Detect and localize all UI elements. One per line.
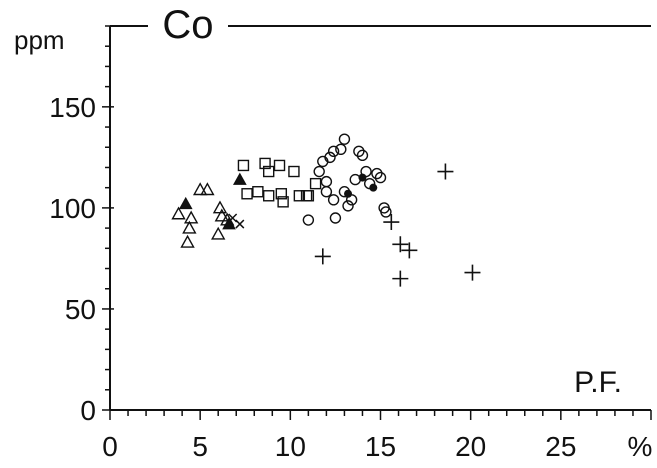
circle-open-point (353, 145, 365, 158)
square-open-point (252, 186, 264, 198)
triangle-open-point (214, 208, 229, 222)
triangle-open-point (180, 234, 195, 248)
square-open-point (277, 196, 289, 208)
x-axis-unit: % (628, 431, 653, 462)
x-tick-label: 10 (275, 431, 306, 462)
circle-open-point (327, 145, 340, 158)
circle-open-point (329, 212, 342, 224)
data-points (171, 133, 481, 287)
y-tick-label: 100 (49, 193, 96, 224)
square-open-point (300, 190, 313, 202)
axes: 0 5 10 15 20 25 0 50 100 150 (49, 25, 652, 462)
x-tick-label: 0 (102, 431, 118, 462)
triangle-open-point (171, 206, 186, 220)
square-open-point (241, 188, 253, 200)
triangle-filled-point (232, 172, 247, 185)
plus-point (401, 242, 418, 259)
x-tick-label: 25 (545, 431, 576, 462)
chart-labels: Co ppm P.F. % (14, 3, 652, 462)
circle-filled-point (358, 173, 367, 182)
square-open-point (262, 165, 275, 178)
triangle-open-point (182, 220, 197, 234)
plus-point (464, 264, 481, 281)
circle-open-point (324, 151, 336, 164)
circle-open-point (327, 194, 340, 206)
square-open-point (293, 190, 306, 202)
plus-point (314, 248, 331, 265)
plus-point (437, 163, 454, 180)
circle-open-point (313, 165, 325, 178)
circle-filled-point (344, 189, 353, 198)
circle-open-point (335, 143, 347, 155)
x-tick-label: 5 (192, 431, 208, 462)
triangle-open-point (212, 200, 228, 214)
circle-open-point (371, 167, 383, 180)
y-tick-label: 0 (80, 395, 96, 426)
circle-open-point (302, 214, 315, 226)
chart-title: Co (162, 3, 213, 47)
circle-open-point (374, 171, 387, 184)
square-open-point (275, 188, 288, 200)
circle-open-point (380, 206, 392, 218)
y-tick-label: 50 (65, 294, 96, 325)
plus-point (392, 236, 409, 253)
plus-point (392, 270, 409, 287)
x-axis-label: P.F. (574, 366, 622, 399)
cross-point (235, 219, 245, 229)
triangle-filled-point (178, 196, 193, 210)
square-open-point (262, 190, 275, 202)
square-open-point (259, 157, 271, 170)
cross-point (228, 213, 238, 223)
square-open-point (288, 165, 300, 178)
triangle-open-point (183, 210, 199, 224)
circle-open-point (320, 186, 333, 198)
square-open-point (273, 159, 286, 172)
y-tick-label: 150 (49, 92, 96, 123)
square-open-point (309, 177, 322, 190)
square-open-point (237, 159, 250, 172)
circle-filled-point (369, 183, 378, 192)
circle-open-point (338, 133, 351, 145)
plus-point (383, 214, 400, 231)
triangle-open-point (192, 182, 208, 196)
x-tick-label: 20 (455, 431, 486, 462)
triangle-filled-point (222, 217, 236, 230)
x-tick-label: 15 (365, 431, 396, 462)
triangle-open-point (211, 226, 226, 240)
circle-open-point (342, 200, 354, 212)
y-axis-label: ppm (14, 25, 65, 55)
triangle-open-point (200, 182, 215, 196)
circle-open-point (356, 149, 369, 162)
circle-open-point (320, 175, 333, 188)
